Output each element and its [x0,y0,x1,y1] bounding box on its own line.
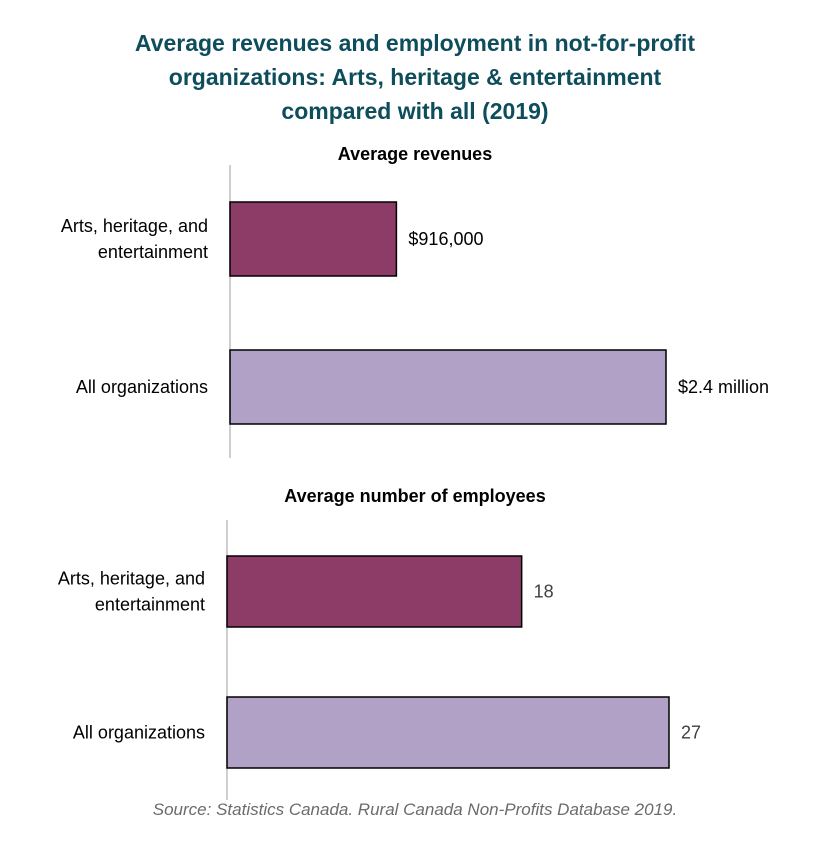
category-label-1-1-1: Arts, heritage, and [61,216,208,236]
chart-title: Average revenues and employment in not-f… [0,26,830,128]
category-label-2-1-2: entertainment [95,595,205,615]
bar-1-2 [229,349,667,425]
value-label-2-1: 18 [534,582,554,602]
chart-title-line-2: organizations: Arts, heritage & entertai… [168,64,662,90]
bar-1-1 [229,201,398,277]
category-label-1-2-1: All organizations [76,377,208,397]
chart-title-line-3: compared with all (2019) [281,98,549,124]
value-label-2-2: 27 [681,723,701,743]
panel-title-2: Average number of employees [284,486,545,506]
category-label-2-1-1: Arts, heritage, and [58,569,205,589]
panel-title-1: Average revenues [338,144,492,164]
bar-2-1 [226,555,523,628]
source-note: Source: Statistics Canada. Rural Canada … [152,800,678,819]
value-label-1-1: $916,000 [408,229,483,249]
bar-2-2 [226,696,670,769]
value-label-1-2: $2.4 million [678,377,769,397]
category-label-1-1-2: entertainment [98,242,208,262]
chart-title-line-1: Average revenues and employment in not-f… [134,30,696,56]
category-label-2-2-1: All organizations [73,723,205,743]
